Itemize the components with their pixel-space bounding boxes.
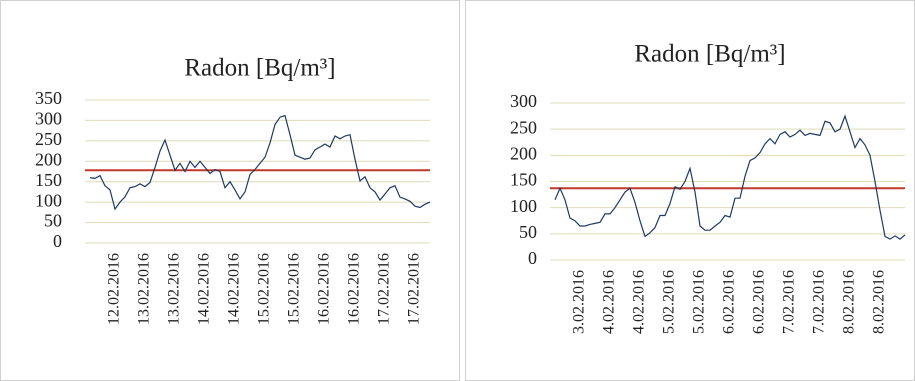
- x-tick-label: 8.02.2016: [871, 270, 888, 334]
- y-tick-label: 250: [35, 129, 62, 149]
- data-line: [554, 114, 906, 240]
- x-tick-label: 3.02.2016: [571, 270, 588, 334]
- x-tick-label: 14.02.2016: [196, 253, 213, 325]
- data-line: [89, 114, 431, 211]
- x-tick-label: 15.02.2016: [286, 253, 303, 325]
- x-tick-label: 16.02.2016: [346, 253, 363, 325]
- y-tick-label: 350: [35, 88, 62, 108]
- x-tick-label: 17.02.2016: [376, 253, 393, 325]
- x-tick-label: 14.02.2016: [226, 253, 243, 325]
- x-tick-label: 13.02.2016: [166, 253, 183, 325]
- y-tick-label: 300: [35, 109, 62, 129]
- x-tick-label: 7.02.2016: [781, 270, 798, 334]
- chart-title: Radon [Bq/m³]: [184, 55, 335, 82]
- y-tick-label: 50: [44, 211, 62, 231]
- y-tick-label: 100: [510, 196, 537, 216]
- x-tick-label: 6.02.2016: [751, 270, 768, 334]
- x-tick-label: 4.02.2016: [631, 270, 648, 334]
- y-tick-label: 200: [35, 149, 62, 169]
- x-tick-label: 4.02.2016: [601, 270, 618, 334]
- y-tick-label: 0: [528, 248, 537, 268]
- y-tick-label: 300: [510, 91, 537, 111]
- x-tick-label: 12.02.2016: [106, 253, 123, 325]
- x-tick-label: 16.02.2016: [316, 253, 333, 325]
- x-tick-label: 5.02.2016: [691, 270, 708, 334]
- x-tick-label: 13.02.2016: [136, 253, 153, 325]
- chart-title: Radon [Bq/m³]: [634, 41, 785, 68]
- y-tick-label: 150: [35, 170, 62, 190]
- y-tick-label: 200: [510, 143, 537, 163]
- y-tick-label: 150: [510, 170, 537, 190]
- y-tick-label: 100: [35, 190, 62, 210]
- y-tick-label: 250: [510, 117, 537, 137]
- y-tick-label: 0: [53, 231, 62, 251]
- x-tick-label: 15.02.2016: [256, 253, 273, 325]
- x-tick-label: 7.02.2016: [811, 270, 828, 334]
- x-tick-label: 8.02.2016: [841, 270, 858, 334]
- y-tick-label: 50: [519, 222, 537, 242]
- x-tick-label: 5.02.2016: [661, 270, 678, 334]
- x-tick-label: 17.02.2016: [406, 253, 423, 325]
- x-tick-label: 6.02.2016: [721, 270, 738, 334]
